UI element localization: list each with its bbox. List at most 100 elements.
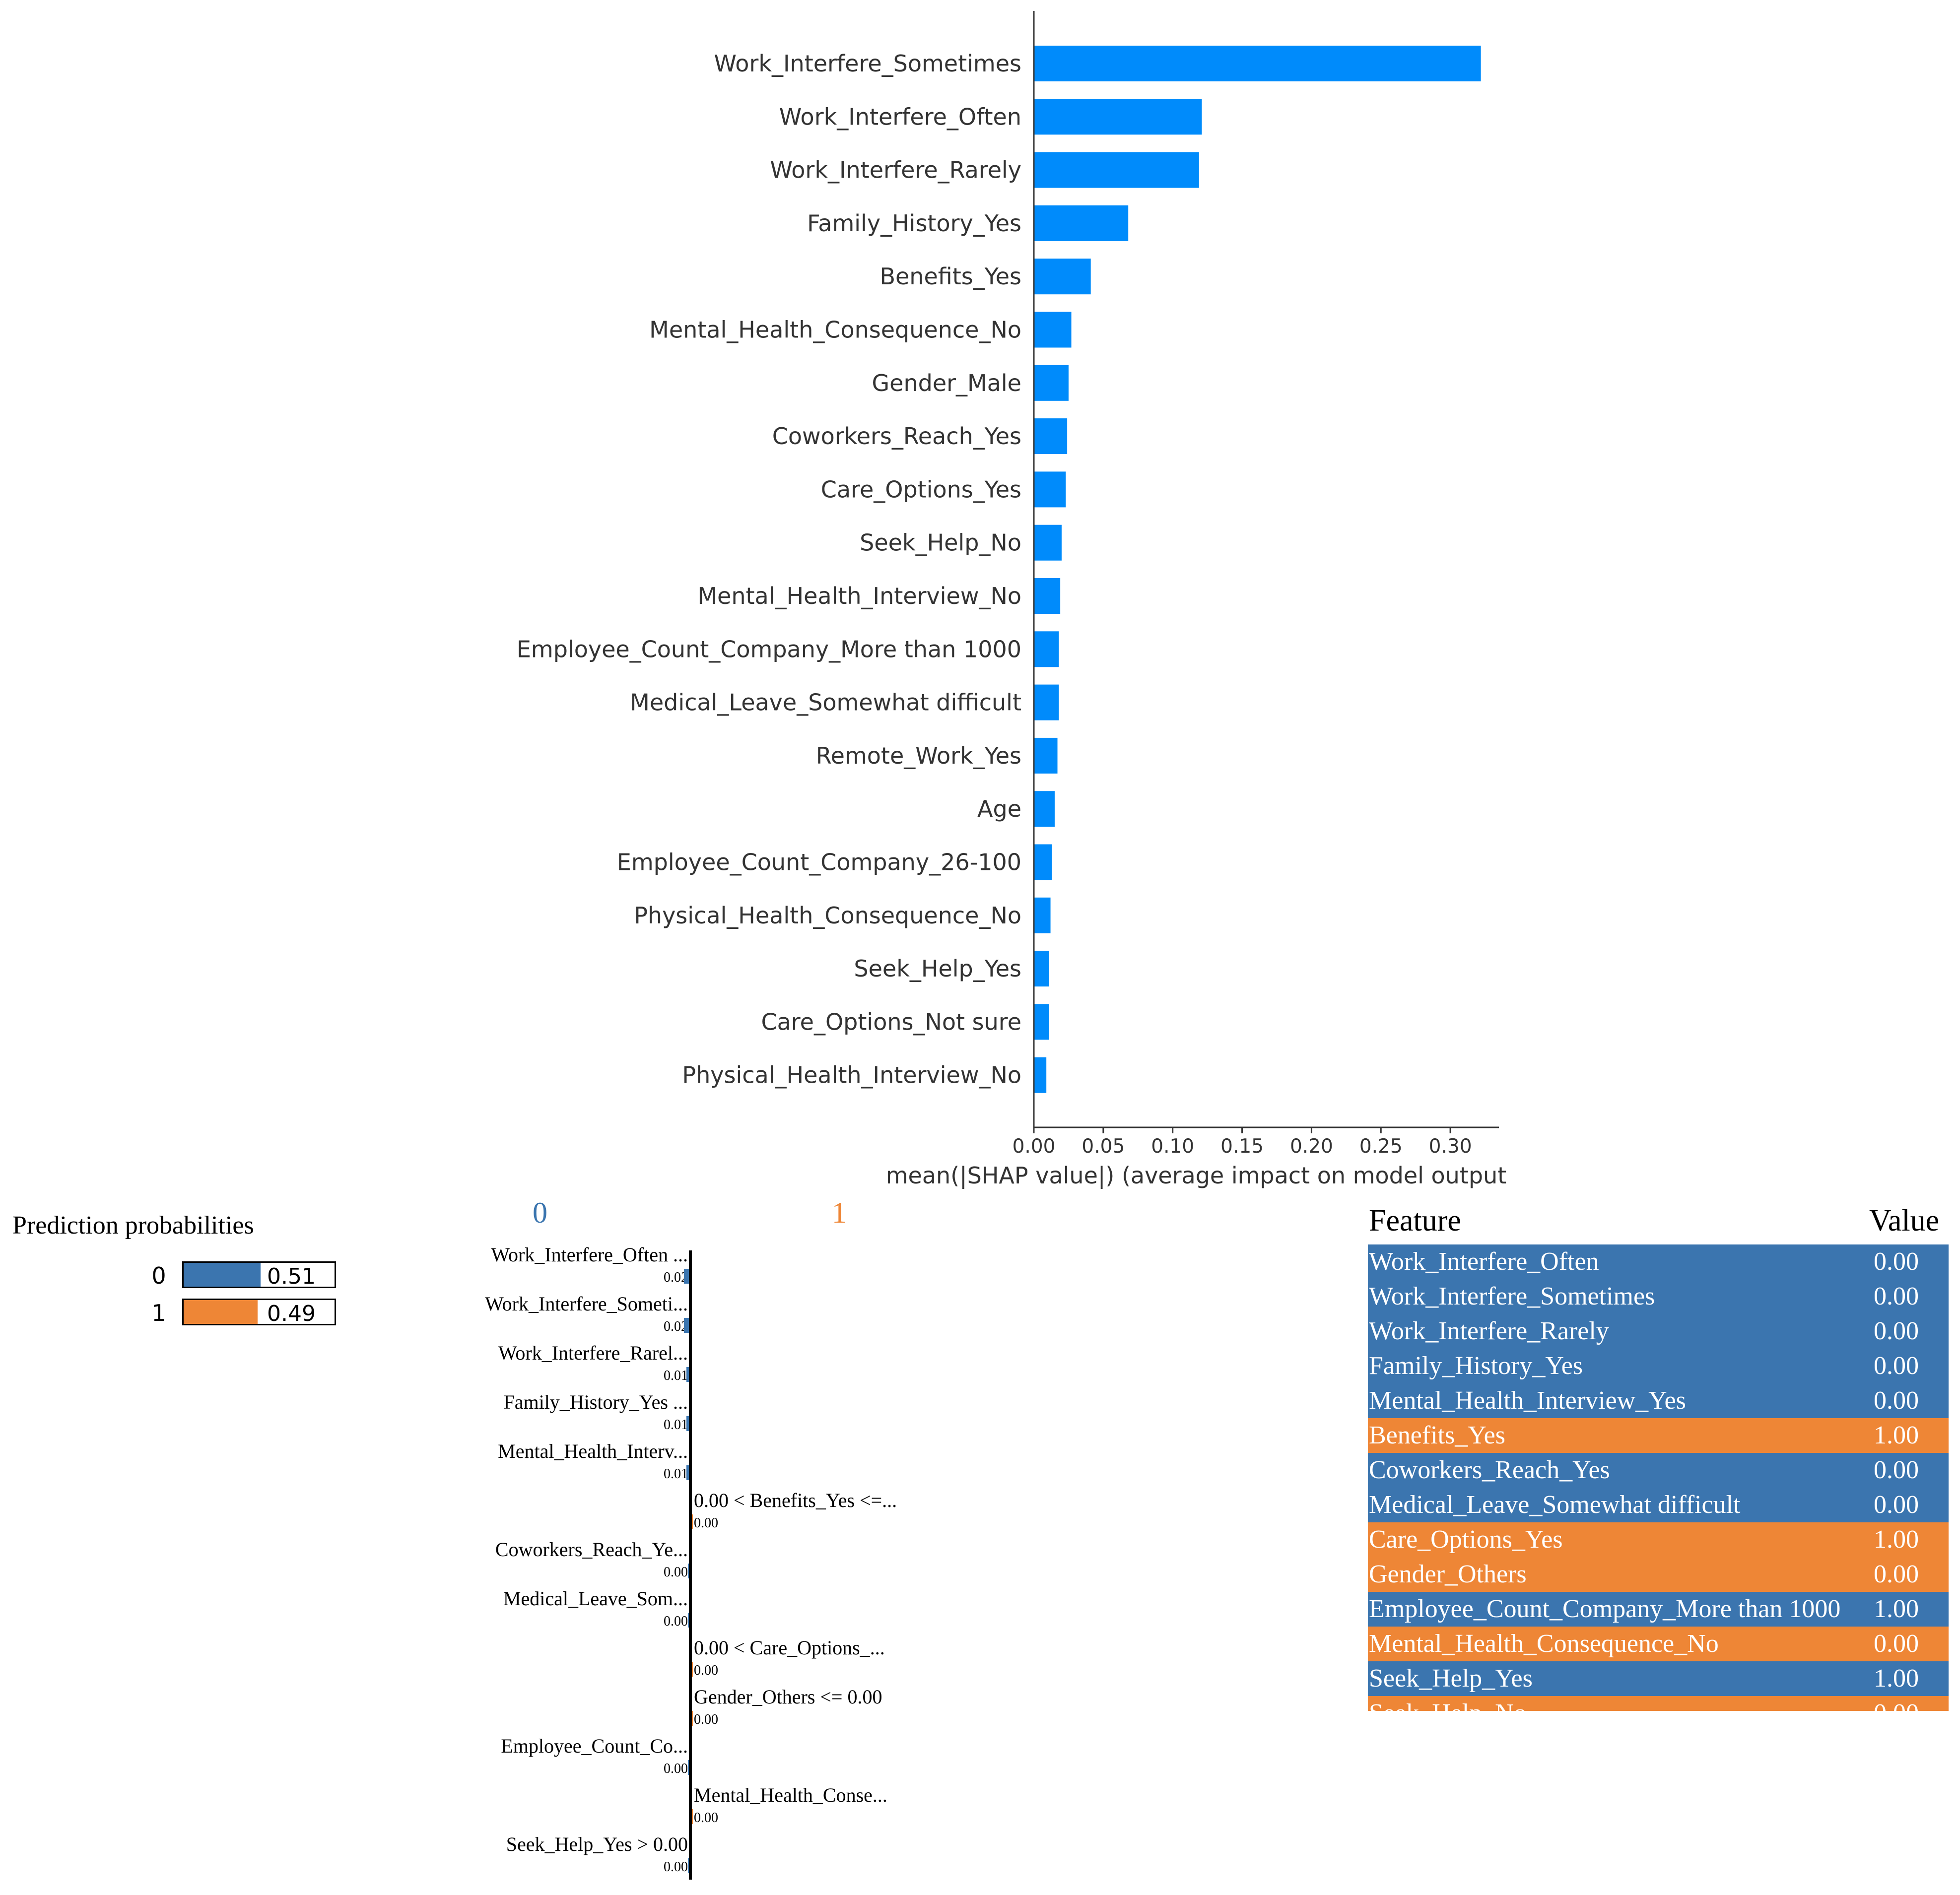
lime-feature-label: Work_Interfere_Rarel... [498, 1342, 688, 1364]
shap-bar [1034, 578, 1061, 614]
table-value-cell: 0.00 [1874, 1282, 1919, 1310]
lime-weight-bar [692, 1711, 693, 1726]
shap-feature-label: Physical_Health_Interview_No [682, 1062, 1021, 1089]
probability-row-class-1: 1 0.49 [149, 1299, 338, 1326]
table-header-feature: Feature [1369, 1204, 1461, 1238]
probability-bar-frame: 0.51 [182, 1261, 336, 1289]
shap-bar [1034, 365, 1069, 401]
shap-x-tick-label: 0.20 [1290, 1135, 1333, 1158]
lime-weight-bar [686, 1367, 689, 1382]
table-value-cell: 1.00 [1874, 1595, 1919, 1623]
shap-feature-label: Gender_Male [872, 370, 1021, 396]
table-value-cell: 1.00 [1874, 1664, 1919, 1693]
shap-bar [1034, 46, 1481, 81]
table-row: Employee_Count_Company_More than 1000 1.0… [1368, 1592, 1949, 1627]
shap-x-tick-label: 0.15 [1220, 1135, 1264, 1158]
shap-feature-label: Work_Interfere_Often [779, 103, 1021, 130]
lime-feature-label: Medical_Leave_Som... [503, 1587, 688, 1610]
lime-weight-label: 0.00 [664, 1859, 688, 1875]
table-value-cell: 0.00 [1874, 1352, 1919, 1380]
lime-weight-bar [684, 1269, 689, 1284]
lime-feature-label: Employee_Count_Co... [501, 1735, 688, 1757]
table-row: Work_Interfere_Rarely 0.00 [1368, 1314, 1949, 1349]
shap-x-tick-label: 0.10 [1151, 1135, 1194, 1158]
shap-feature-label: Care_Options_Yes [821, 476, 1021, 503]
lime-weight-bar [686, 1465, 689, 1480]
lime-weight-label: 0.00 [694, 1663, 718, 1678]
lime-weight-label: 0.02 [664, 1319, 688, 1334]
table-value-cell: 0.00 [1874, 1247, 1919, 1276]
table-row: Care_Options_Yes 1.00 [1368, 1522, 1949, 1557]
table-row: Family_History_Yes 0.00 [1368, 1349, 1949, 1383]
lime-weight-label: 0.00 [694, 1712, 718, 1727]
shap-feature-label: Seek_Help_No [860, 529, 1021, 556]
table-value-cell: 1.00 [1874, 1525, 1919, 1554]
lime-weight-label: 0.01 [664, 1368, 688, 1383]
lime-weight-bar [684, 1318, 689, 1333]
lime-weight-bar [692, 1662, 693, 1677]
table-row: Mental_Health_Interview_Yes 0.00 [1368, 1383, 1949, 1418]
lime-weight-label: 0.00 [664, 1614, 688, 1629]
shap-bar [1034, 1057, 1047, 1093]
table-feature-cell: Care_Options_Yes [1369, 1525, 1563, 1554]
table-value-cell: 0.00 [1874, 1386, 1919, 1415]
table-feature-cell: Benefits_Yes [1369, 1421, 1505, 1449]
lime-feature-label: Coworkers_Reach_Ye... [495, 1538, 688, 1561]
shap-feature-label: Mental_Health_Interview_No [697, 583, 1021, 609]
table-value-cell: 0.00 [1874, 1317, 1919, 1345]
shap-feature-label: Coworkers_Reach_Yes [772, 423, 1021, 450]
probability-row-class-0: 0 0.51 [149, 1261, 338, 1289]
lime-feature-label: Seek_Help_Yes > 0.00 [506, 1833, 688, 1855]
table-value-cell: 0.00 [1874, 1560, 1919, 1588]
table-row: Seek_Help_Yes 1.00 [1368, 1661, 1949, 1696]
probability-bar-fill [184, 1300, 258, 1324]
table-feature-cell: Seek_Help_Yes [1369, 1664, 1533, 1693]
shap-feature-label: Seek_Help_Yes [854, 955, 1021, 982]
shap-x-tick-label: 0.25 [1359, 1135, 1403, 1158]
shap-bar [1034, 1004, 1049, 1040]
lime-weight-bar [688, 1613, 689, 1628]
lime-weight-bar [688, 1760, 689, 1775]
shap-feature-label: Family_History_Yes [807, 210, 1021, 237]
table-feature-cell: Family_History_Yes [1369, 1352, 1583, 1380]
prediction-probabilities-title: Prediction probabilities [12, 1211, 254, 1240]
probability-class-label: 0 [151, 1262, 166, 1289]
lime-feature-label: Work_Interfere_Someti... [485, 1293, 688, 1315]
table-feature-cell: Gender_Others [1369, 1560, 1527, 1588]
shap-feature-label: Benefits_Yes [879, 263, 1021, 290]
shap-bar [1034, 897, 1051, 933]
table-feature-cell: Work_Interfere_Sometimes [1369, 1282, 1655, 1310]
probability-class-label: 1 [151, 1300, 166, 1326]
shap-bar [1034, 99, 1202, 135]
lime-weight-label: 0.00 [664, 1761, 688, 1776]
lime-weight-bar [688, 1564, 689, 1578]
table-row: Work_Interfere_Often 0.00 [1368, 1244, 1949, 1279]
table-value-cell: 1.00 [1874, 1421, 1919, 1449]
lime-feature-label: 0.00 < Benefits_Yes <=... [694, 1489, 897, 1511]
lime-feature-label: Mental_Health_Interv... [498, 1440, 688, 1462]
shap-x-tick-label: 0.05 [1081, 1135, 1125, 1158]
lime-weight-bar [692, 1514, 693, 1529]
shap-bar [1034, 951, 1049, 987]
shap-feature-label: Employee_Count_Company_More than 1000 [517, 636, 1021, 662]
lime-weight-bar [688, 1858, 689, 1873]
table-value-cell: 0.00 [1874, 1630, 1919, 1658]
table-value-cell: 0.00 [1874, 1456, 1919, 1484]
lime-feature-label: Family_History_Yes ... [503, 1391, 688, 1413]
shap-bar [1034, 631, 1059, 667]
lime-class-1-header: 1 [832, 1196, 847, 1229]
table-row: Work_Interfere_Sometimes 0.00 [1368, 1279, 1949, 1314]
shap-bar [1034, 791, 1055, 827]
lime-weight-label: 0.01 [664, 1417, 688, 1433]
shap-bar [1034, 205, 1129, 241]
lime-weight-label: 0.02 [664, 1270, 688, 1285]
shap-feature-label: Physical_Health_Consequence_No [634, 902, 1021, 929]
table-feature-cell: Coworkers_Reach_Yes [1369, 1456, 1610, 1484]
lime-weight-label: 0.00 [694, 1810, 718, 1826]
probability-bar-fill [184, 1263, 261, 1287]
table-row: Mental_Health_Consequence_No 0.00 [1368, 1627, 1949, 1661]
table-row: Benefits_Yes 1.00 [1368, 1418, 1949, 1453]
shap-feature-label: Work_Interfere_Sometimes [714, 50, 1022, 77]
shap-bar [1034, 844, 1052, 880]
table-feature-cell: Medical_Leave_Somewhat difficult [1369, 1491, 1741, 1519]
